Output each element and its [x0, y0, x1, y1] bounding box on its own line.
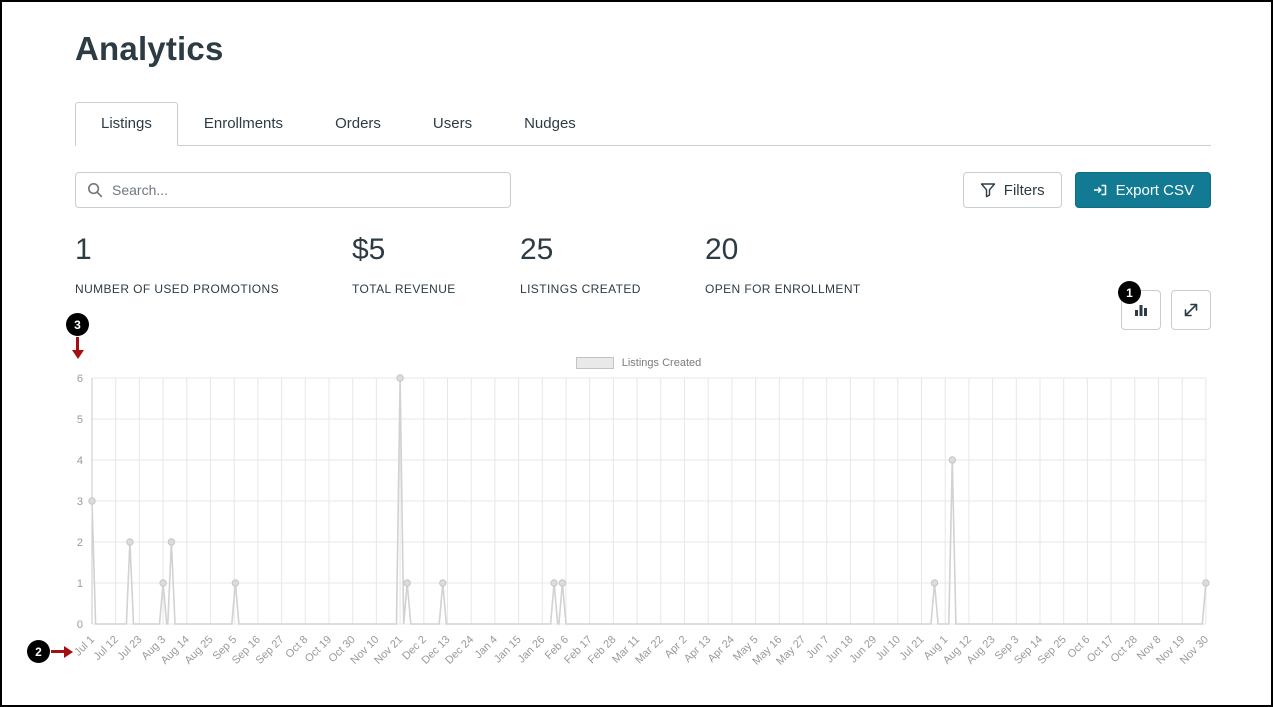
x-tick-label: Oct 28 — [1109, 634, 1140, 665]
search-icon — [87, 182, 103, 198]
callout-arrow-down — [71, 337, 84, 359]
stat-open-enrollment: 20 OPEN FOR ENROLLMENT — [705, 233, 861, 296]
x-tick-label: Jun 29 — [847, 634, 879, 666]
tab-nudges[interactable]: Nudges — [524, 115, 576, 132]
chart-point — [550, 579, 558, 587]
stat-used-promotions: 1 NUMBER OF USED PROMOTIONS — [75, 233, 352, 296]
x-tick-label: Apr 24 — [706, 634, 737, 665]
callout-badge-3: 3 — [66, 313, 89, 336]
chart-point — [1202, 579, 1210, 587]
x-tick-label: Jul 23 — [115, 634, 144, 663]
stats-row: 1 NUMBER OF USED PROMOTIONS $5 TOTAL REV… — [75, 233, 1211, 296]
toolbar-actions: Filters Export CSV — [962, 172, 1211, 208]
y-tick-label: 5 — [77, 414, 83, 426]
y-tick-label: 4 — [77, 455, 83, 467]
export-csv-label: Export CSV — [1115, 181, 1194, 199]
chart-point — [396, 374, 404, 382]
y-tick-label: 1 — [77, 578, 83, 590]
x-tick-label: Jan 26 — [516, 634, 548, 666]
chart-point — [558, 579, 567, 587]
export-csv-button[interactable]: Export CSV — [1074, 172, 1211, 208]
export-icon — [1092, 182, 1108, 198]
stat-value: 20 — [705, 233, 739, 266]
chart-point — [930, 579, 939, 587]
chart-point — [159, 579, 167, 587]
stat-label: LISTINGS CREATED — [520, 282, 641, 296]
filters-button[interactable]: Filters — [962, 172, 1062, 208]
search-input[interactable] — [112, 182, 499, 198]
tab-orders[interactable]: Orders — [335, 115, 381, 132]
y-tick-label: 6 — [77, 373, 83, 385]
stat-label: TOTAL REVENUE — [352, 282, 456, 296]
y-tick-label: 2 — [77, 537, 83, 549]
stat-total-revenue: $5 TOTAL REVENUE — [352, 233, 520, 296]
expand-chart-button[interactable] — [1171, 290, 1211, 330]
legend-label: Listings Created — [621, 357, 702, 369]
tab-enrollments[interactable]: Enrollments — [203, 115, 284, 132]
stat-value: $5 — [352, 233, 386, 266]
callout-arrow-right — [51, 645, 73, 658]
tab-bar: Listings Enrollments Orders Users Nudges — [75, 102, 1211, 146]
callout-badge-1: 1 — [1118, 281, 1141, 304]
chart-point — [231, 579, 240, 587]
expand-icon — [1182, 301, 1200, 319]
page-title: Analytics — [75, 30, 224, 67]
y-tick-label: 0 — [77, 619, 83, 631]
chart-legend: Listings Created — [62, 354, 1215, 372]
x-tick-label: Jul 21 — [897, 634, 926, 663]
stat-value: 25 — [520, 233, 554, 266]
callout-badge-2: 2 — [27, 640, 50, 663]
chart-point — [167, 538, 176, 546]
tab-users[interactable]: Users — [432, 115, 473, 132]
stat-label: NUMBER OF USED PROMOTIONS — [75, 282, 280, 296]
chart-controls — [1121, 290, 1211, 330]
filters-label: Filters — [1003, 181, 1045, 199]
tab-listings[interactable]: Listings — [75, 102, 178, 146]
chart-point — [88, 497, 96, 505]
search-box[interactable] — [75, 172, 511, 208]
chart-point — [439, 579, 447, 587]
x-tick-label: Jul 12 — [92, 634, 121, 663]
stat-label: OPEN FOR ENROLLMENT — [705, 282, 861, 296]
x-tick-label: Jul 10 — [874, 634, 903, 663]
y-tick-label: 3 — [77, 496, 83, 508]
chart-point — [403, 579, 411, 587]
legend-swatch — [575, 357, 614, 369]
toolbar: Filters Export CSV — [75, 172, 1211, 208]
stat-listings-created: 25 LISTINGS CREATED — [520, 233, 705, 296]
stat-value: 1 — [75, 233, 92, 266]
chart-line — [91, 377, 1207, 625]
chart-region: Listings Created 0 1 2 3 4 5 6 Jul 1 Jul 12 Jul 2… — [62, 354, 1215, 693]
funnel-icon — [980, 182, 996, 198]
bar-chart-icon — [1132, 301, 1150, 319]
chart-point — [126, 538, 134, 546]
chart-point — [948, 456, 956, 464]
